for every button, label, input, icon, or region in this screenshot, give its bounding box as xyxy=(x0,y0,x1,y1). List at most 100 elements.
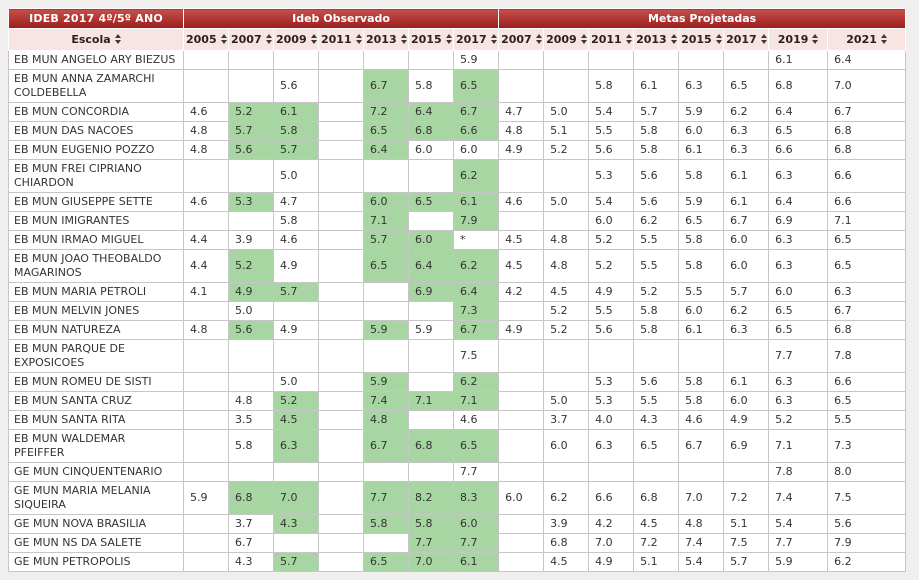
meta-projetada-cell: 6.6 xyxy=(827,159,907,193)
meta-projetada-cell xyxy=(543,372,590,392)
meta-projetada-cell: 7.5 xyxy=(827,481,907,515)
meta-projetada-cell: 4.0 xyxy=(588,410,635,430)
ideb-observado-cell xyxy=(183,410,229,430)
column-header-observado-2015[interactable]: 2015 xyxy=(408,28,454,51)
ideb-observado-cell: 7.7 xyxy=(452,462,500,482)
table-header: IDEB 2017 4º/5º ANO Ideb Observado Metas… xyxy=(8,8,907,51)
ideb-observado-cell xyxy=(228,339,274,373)
meta-projetada-cell: 4.3 xyxy=(633,410,680,430)
ideb-observado-cell: 5.7 xyxy=(228,121,274,141)
column-header-metas-2013[interactable]: 2013 xyxy=(633,28,680,51)
meta-projetada-cell xyxy=(543,339,590,373)
meta-projetada-cell xyxy=(723,50,770,70)
meta-projetada-cell: 5.7 xyxy=(723,282,770,302)
meta-projetada-cell: 5.8 xyxy=(678,372,725,392)
ideb-observado-cell: 5.0 xyxy=(273,159,319,193)
column-header-metas-2019[interactable]: 2019 xyxy=(768,28,829,51)
ideb-observado-cell: 6.5 xyxy=(363,552,409,572)
meta-projetada-cell: 6.0 xyxy=(678,121,725,141)
table-row: EB MUN CONCORDIA 4.6 5.2 6.1 7.2 6.4 6.7 4.7 5.0… xyxy=(8,102,907,122)
ideb-observado-cell: 6.5 xyxy=(363,121,409,141)
ideb-observado-cell xyxy=(318,429,364,463)
meta-projetada-cell xyxy=(498,372,545,392)
ideb-observado-cell xyxy=(363,462,409,482)
column-header-metas-2011[interactable]: 2011 xyxy=(588,28,635,51)
ideb-observado-cell: 4.7 xyxy=(273,192,319,212)
meta-projetada-cell: 7.4 xyxy=(678,533,725,553)
column-header-observado-2009[interactable]: 2009 xyxy=(273,28,319,51)
ideb-observado-cell: 4.6 xyxy=(452,410,500,430)
meta-projetada-cell: 5.3 xyxy=(588,159,635,193)
meta-projetada-cell xyxy=(543,69,590,103)
meta-projetada-cell: 6.3 xyxy=(768,391,829,411)
ideb-observado-cell: 7.3 xyxy=(452,301,500,321)
school-name-cell: EB MUN DAS NACOES xyxy=(8,121,184,141)
meta-projetada-cell: 7.1 xyxy=(827,211,907,231)
ideb-observado-cell: 7.5 xyxy=(452,339,500,373)
meta-projetada-cell xyxy=(678,339,725,373)
table-title: IDEB 2017 4º/5º ANO xyxy=(8,8,184,29)
column-header-metas-2017[interactable]: 2017 xyxy=(723,28,770,51)
column-header-metas-2021[interactable]: 2021 xyxy=(827,28,907,51)
meta-projetada-cell: 6.2 xyxy=(633,211,680,231)
ideb-observado-cell: 5.0 xyxy=(273,372,319,392)
school-name-cell: GE MUN NS DA SALETE xyxy=(8,533,184,553)
ideb-observado-cell: 4.8 xyxy=(183,320,229,340)
meta-projetada-cell xyxy=(498,211,545,231)
column-header-label: 2013 xyxy=(366,33,397,46)
column-header-metas-2015[interactable]: 2015 xyxy=(678,28,725,51)
ideb-observado-cell: 5.7 xyxy=(273,282,319,302)
meta-projetada-cell: 5.1 xyxy=(543,121,590,141)
meta-projetada-cell: 6.8 xyxy=(768,69,829,103)
ideb-observado-cell: 6.9 xyxy=(408,282,454,302)
meta-projetada-cell: 6.5 xyxy=(723,69,770,103)
ideb-observado-cell xyxy=(318,339,364,373)
meta-projetada-cell: 6.6 xyxy=(827,372,907,392)
table-row: EB MUN IRMAO MIGUEL 4.4 3.9 4.6 5.7 6.0 * 4.5 4.… xyxy=(8,230,907,250)
ideb-observado-cell: 6.0 xyxy=(452,514,500,534)
meta-projetada-cell xyxy=(498,159,545,193)
meta-projetada-cell: 6.4 xyxy=(827,50,907,70)
meta-projetada-cell: 4.9 xyxy=(723,410,770,430)
column-header-escola[interactable]: Escola xyxy=(8,28,184,51)
meta-projetada-cell xyxy=(498,301,545,321)
ideb-observado-cell: 8.2 xyxy=(408,481,454,515)
ideb-observado-cell xyxy=(183,301,229,321)
meta-projetada-cell: 7.3 xyxy=(827,429,907,463)
meta-projetada-cell: 5.2 xyxy=(768,410,829,430)
meta-projetada-cell: 4.5 xyxy=(543,282,590,302)
ideb-observado-cell: 6.5 xyxy=(452,429,500,463)
ideb-observado-cell xyxy=(183,391,229,411)
ideb-observado-cell xyxy=(408,159,454,193)
school-name-cell: EB MUN ROMEU DE SISTI xyxy=(8,372,184,392)
table-row: EB MUN IMIGRANTES 5.8 7.1 7.9 6.0 6.2 6.5 6.7 6.… xyxy=(8,211,907,231)
column-header-label: 2013 xyxy=(636,33,667,46)
ideb-observado-cell: 4.6 xyxy=(183,192,229,212)
meta-projetada-cell: 5.3 xyxy=(588,372,635,392)
column-header-label: 2017 xyxy=(726,33,757,46)
ideb-observado-cell: 5.9 xyxy=(183,481,229,515)
meta-projetada-cell xyxy=(678,50,725,70)
meta-projetada-cell: 5.8 xyxy=(633,301,680,321)
ideb-observado-cell xyxy=(183,211,229,231)
meta-projetada-cell: 7.0 xyxy=(588,533,635,553)
ideb-observado-cell: 5.6 xyxy=(228,140,274,160)
column-header-observado-2007[interactable]: 2007 xyxy=(228,28,274,51)
column-header-observado-2005[interactable]: 2005 xyxy=(183,28,229,51)
meta-projetada-cell xyxy=(498,462,545,482)
meta-projetada-cell: 6.2 xyxy=(723,301,770,321)
column-header-observado-2017[interactable]: 2017 xyxy=(452,28,500,51)
ideb-observado-cell xyxy=(408,301,454,321)
meta-projetada-cell: 6.0 xyxy=(588,211,635,231)
ideb-observado-cell: 6.1 xyxy=(452,192,500,212)
column-header-observado-2011[interactable]: 2011 xyxy=(318,28,364,51)
ideb-observado-cell: * xyxy=(452,230,500,250)
meta-projetada-cell: 6.3 xyxy=(827,282,907,302)
ideb-observado-cell: 4.5 xyxy=(273,410,319,430)
meta-projetada-cell: 6.3 xyxy=(723,320,770,340)
meta-projetada-cell: 5.4 xyxy=(588,102,635,122)
column-header-metas-2007[interactable]: 2007 xyxy=(498,28,545,51)
column-header-observado-2013[interactable]: 2013 xyxy=(363,28,409,51)
meta-projetada-cell xyxy=(633,339,680,373)
column-header-metas-2009[interactable]: 2009 xyxy=(543,28,590,51)
